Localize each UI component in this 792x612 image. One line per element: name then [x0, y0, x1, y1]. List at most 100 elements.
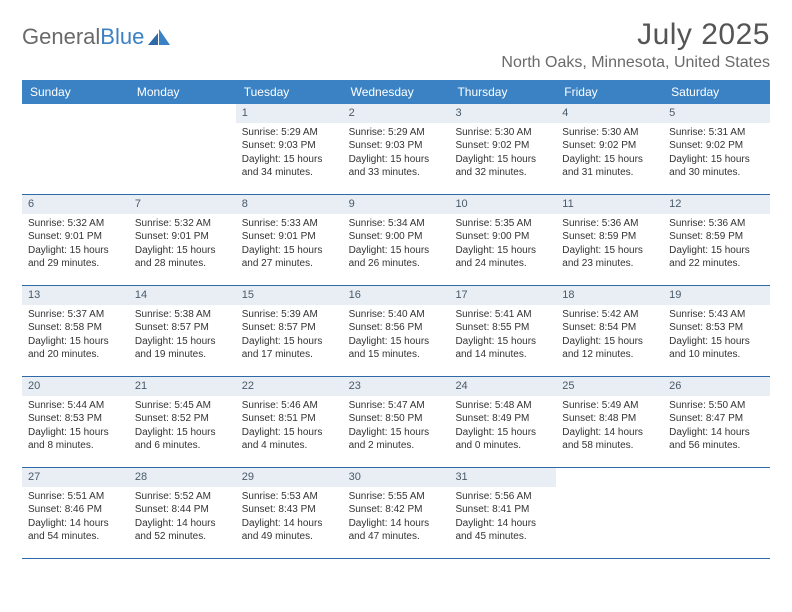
sunrise-text: Sunrise: 5:45 AM [135, 399, 230, 413]
daylight2-text: and 12 minutes. [562, 348, 657, 362]
date-number: 5 [663, 104, 770, 123]
calendar-cell: 22Sunrise: 5:46 AMSunset: 8:51 PMDayligh… [236, 377, 343, 467]
sunrise-text: Sunrise: 5:56 AM [455, 490, 550, 504]
date-number: 18 [556, 286, 663, 305]
date-number: 23 [343, 377, 450, 396]
daylight2-text: and 28 minutes. [135, 257, 230, 271]
calendar-cell [663, 468, 770, 558]
calendar-cell: 24Sunrise: 5:48 AMSunset: 8:49 PMDayligh… [449, 377, 556, 467]
calendar-cell: 28Sunrise: 5:52 AMSunset: 8:44 PMDayligh… [129, 468, 236, 558]
daylight1-text: Daylight: 15 hours [562, 335, 657, 349]
calendar-cell: 7Sunrise: 5:32 AMSunset: 9:01 PMDaylight… [129, 195, 236, 285]
daylight2-text: and 24 minutes. [455, 257, 550, 271]
cell-body: Sunrise: 5:47 AMSunset: 8:50 PMDaylight:… [343, 396, 450, 459]
sunrise-text: Sunrise: 5:47 AM [349, 399, 444, 413]
sunrise-text: Sunrise: 5:43 AM [669, 308, 764, 322]
daylight1-text: Daylight: 14 hours [242, 517, 337, 531]
sunrise-text: Sunrise: 5:44 AM [28, 399, 123, 413]
daylight1-text: Daylight: 15 hours [349, 244, 444, 258]
date-number: 2 [343, 104, 450, 123]
day-header-saturday: Saturday [663, 80, 770, 104]
week-row: 13Sunrise: 5:37 AMSunset: 8:58 PMDayligh… [22, 286, 770, 377]
sunrise-text: Sunrise: 5:30 AM [455, 126, 550, 140]
sunset-text: Sunset: 8:46 PM [28, 503, 123, 517]
date-number: 28 [129, 468, 236, 487]
daylight1-text: Daylight: 15 hours [455, 335, 550, 349]
calendar-cell: 4Sunrise: 5:30 AMSunset: 9:02 PMDaylight… [556, 104, 663, 194]
daylight1-text: Daylight: 14 hours [28, 517, 123, 531]
daylight1-text: Daylight: 15 hours [669, 335, 764, 349]
cell-body: Sunrise: 5:38 AMSunset: 8:57 PMDaylight:… [129, 305, 236, 368]
daylight2-text: and 49 minutes. [242, 530, 337, 544]
week-row: 6Sunrise: 5:32 AMSunset: 9:01 PMDaylight… [22, 195, 770, 286]
daylight2-text: and 23 minutes. [562, 257, 657, 271]
date-number: 9 [343, 195, 450, 214]
sunrise-text: Sunrise: 5:40 AM [349, 308, 444, 322]
day-header-sunday: Sunday [22, 80, 129, 104]
logo-text-blue: Blue [100, 24, 144, 50]
calendar-cell: 11Sunrise: 5:36 AMSunset: 8:59 PMDayligh… [556, 195, 663, 285]
daylight2-text: and 47 minutes. [349, 530, 444, 544]
sunrise-text: Sunrise: 5:55 AM [349, 490, 444, 504]
date-number: 11 [556, 195, 663, 214]
calendar-cell: 6Sunrise: 5:32 AMSunset: 9:01 PMDaylight… [22, 195, 129, 285]
cell-body: Sunrise: 5:31 AMSunset: 9:02 PMDaylight:… [663, 123, 770, 186]
cell-body: Sunrise: 5:41 AMSunset: 8:55 PMDaylight:… [449, 305, 556, 368]
daylight1-text: Daylight: 14 hours [669, 426, 764, 440]
sunset-text: Sunset: 9:01 PM [135, 230, 230, 244]
cell-body: Sunrise: 5:53 AMSunset: 8:43 PMDaylight:… [236, 487, 343, 550]
calendar-cell: 3Sunrise: 5:30 AMSunset: 9:02 PMDaylight… [449, 104, 556, 194]
daylight2-text: and 10 minutes. [669, 348, 764, 362]
cell-body: Sunrise: 5:50 AMSunset: 8:47 PMDaylight:… [663, 396, 770, 459]
sunrise-text: Sunrise: 5:49 AM [562, 399, 657, 413]
sunset-text: Sunset: 8:55 PM [455, 321, 550, 335]
logo: GeneralBlue [22, 18, 170, 50]
date-number: 31 [449, 468, 556, 487]
sunset-text: Sunset: 8:51 PM [242, 412, 337, 426]
date-number: 29 [236, 468, 343, 487]
sunset-text: Sunset: 8:57 PM [135, 321, 230, 335]
sunset-text: Sunset: 8:58 PM [28, 321, 123, 335]
daylight2-text: and 15 minutes. [349, 348, 444, 362]
calendar-cell: 31Sunrise: 5:56 AMSunset: 8:41 PMDayligh… [449, 468, 556, 558]
sunset-text: Sunset: 8:41 PM [455, 503, 550, 517]
date-number: 7 [129, 195, 236, 214]
daylight1-text: Daylight: 15 hours [242, 426, 337, 440]
sunset-text: Sunset: 8:54 PM [562, 321, 657, 335]
daylight1-text: Daylight: 15 hours [349, 335, 444, 349]
calendar-cell: 8Sunrise: 5:33 AMSunset: 9:01 PMDaylight… [236, 195, 343, 285]
date-number: 30 [343, 468, 450, 487]
calendar-cell: 14Sunrise: 5:38 AMSunset: 8:57 PMDayligh… [129, 286, 236, 376]
daylight1-text: Daylight: 14 hours [135, 517, 230, 531]
date-number: 17 [449, 286, 556, 305]
daylight1-text: Daylight: 15 hours [135, 426, 230, 440]
daylight2-text: and 22 minutes. [669, 257, 764, 271]
logo-sail-icon [148, 29, 170, 45]
daylight2-text: and 32 minutes. [455, 166, 550, 180]
sunset-text: Sunset: 8:44 PM [135, 503, 230, 517]
cell-body: Sunrise: 5:39 AMSunset: 8:57 PMDaylight:… [236, 305, 343, 368]
cell-body: Sunrise: 5:44 AMSunset: 8:53 PMDaylight:… [22, 396, 129, 459]
daylight1-text: Daylight: 15 hours [562, 244, 657, 258]
daylight1-text: Daylight: 15 hours [242, 335, 337, 349]
daylight1-text: Daylight: 15 hours [349, 153, 444, 167]
cell-body: Sunrise: 5:30 AMSunset: 9:02 PMDaylight:… [556, 123, 663, 186]
sunset-text: Sunset: 8:42 PM [349, 503, 444, 517]
cell-body: Sunrise: 5:30 AMSunset: 9:02 PMDaylight:… [449, 123, 556, 186]
sunrise-text: Sunrise: 5:32 AM [135, 217, 230, 231]
calendar-cell: 1Sunrise: 5:29 AMSunset: 9:03 PMDaylight… [236, 104, 343, 194]
sunset-text: Sunset: 9:01 PM [28, 230, 123, 244]
calendar-cell: 29Sunrise: 5:53 AMSunset: 8:43 PMDayligh… [236, 468, 343, 558]
daylight2-text: and 34 minutes. [242, 166, 337, 180]
calendar-cell: 30Sunrise: 5:55 AMSunset: 8:42 PMDayligh… [343, 468, 450, 558]
month-title: July 2025 [501, 18, 770, 52]
cell-body: Sunrise: 5:56 AMSunset: 8:41 PMDaylight:… [449, 487, 556, 550]
daylight1-text: Daylight: 15 hours [242, 244, 337, 258]
sunset-text: Sunset: 9:02 PM [562, 139, 657, 153]
sunrise-text: Sunrise: 5:30 AM [562, 126, 657, 140]
daylight2-text: and 19 minutes. [135, 348, 230, 362]
sunset-text: Sunset: 8:59 PM [669, 230, 764, 244]
sunset-text: Sunset: 8:59 PM [562, 230, 657, 244]
calendar-cell: 12Sunrise: 5:36 AMSunset: 8:59 PMDayligh… [663, 195, 770, 285]
sunrise-text: Sunrise: 5:29 AM [242, 126, 337, 140]
